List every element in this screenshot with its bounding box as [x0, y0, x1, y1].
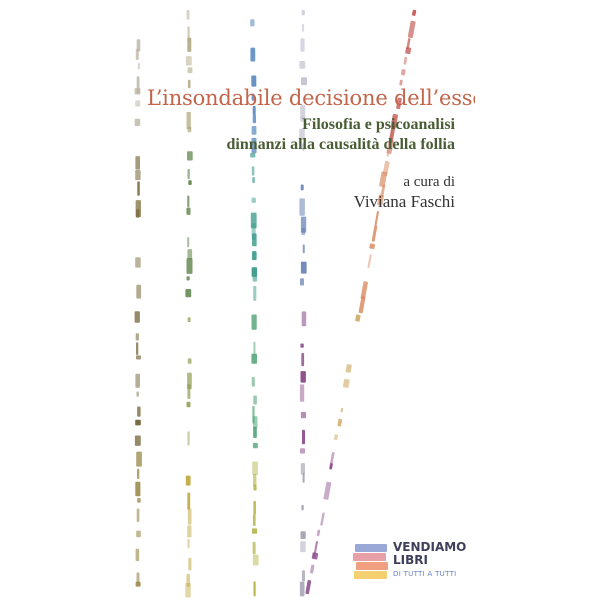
publisher-name-line2: LIBRI — [393, 553, 428, 567]
brush-stripes-artwork — [134, 9, 417, 598]
book-subtitle-line2: dinnanzi alla causalità della follia — [226, 136, 455, 153]
publisher-logo: VENDIAMO LIBRI DI TUTTI A TUTTI — [353, 538, 473, 588]
curator-name: Viviana Faschi — [353, 192, 455, 211]
brush-stripe — [299, 10, 307, 597]
book-cover: L’insondabile decisione dell’essere Filo… — [125, 0, 475, 600]
brush-stripe — [305, 9, 417, 595]
book-title: L’insondabile decisione dell’essere — [147, 86, 475, 110]
books-stack-icon — [353, 544, 388, 579]
book-subtitle-line1: Filosofia e psicoanalisi — [302, 116, 455, 133]
brush-stripe — [250, 19, 259, 597]
brush-stripe — [134, 39, 142, 587]
curator-label: a cura di — [403, 174, 455, 190]
publisher-name-line1: VENDIAMO — [393, 540, 467, 554]
publisher-tagline: DI TUTTI A TUTTI — [393, 570, 457, 578]
brush-stripe — [185, 10, 193, 598]
